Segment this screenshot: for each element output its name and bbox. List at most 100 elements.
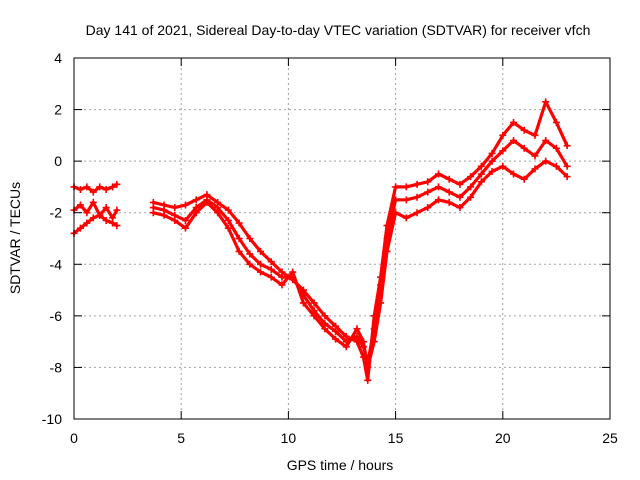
data-point-track-6 <box>257 268 265 276</box>
data-point-track-6 <box>456 204 464 212</box>
data-point-track-5 <box>520 144 528 152</box>
series-line-track-6 <box>151 159 569 369</box>
data-point-track-6 <box>377 299 385 307</box>
data-point-track-5 <box>267 265 275 273</box>
series-line-track-4 <box>151 100 569 382</box>
data-point-track-6 <box>510 170 518 178</box>
data-point-track-6 <box>235 247 243 255</box>
data-point-track-6 <box>278 281 286 289</box>
data-point-track-6 <box>383 247 391 255</box>
data-point-track-4 <box>413 180 421 188</box>
data-point-track-1 <box>76 186 84 194</box>
data-point-track-5 <box>413 193 421 201</box>
data-point-track-5 <box>477 170 485 178</box>
data-point-track-3 <box>109 219 117 227</box>
x-tick-label: 10 <box>281 430 297 446</box>
data-point-track-6 <box>499 162 507 170</box>
data-point-track-2 <box>89 198 97 206</box>
data-point-track-4 <box>424 178 432 186</box>
data-point-track-3 <box>83 219 91 227</box>
data-point-track-6 <box>434 196 442 204</box>
data-point-track-6 <box>267 273 275 281</box>
series-layer <box>70 98 571 384</box>
data-point-track-4 <box>257 247 265 255</box>
data-point-track-4 <box>181 201 189 209</box>
data-point-track-5 <box>510 137 518 145</box>
data-point-track-4 <box>310 299 318 307</box>
data-point-track-3 <box>89 214 97 222</box>
y-tick-label: 4 <box>54 50 62 66</box>
data-point-track-5 <box>488 157 496 165</box>
x-tick-label: 25 <box>602 430 618 446</box>
data-point-track-4 <box>235 219 243 227</box>
data-point-track-6 <box>359 338 367 346</box>
y-tick-label: 2 <box>54 102 62 118</box>
data-point-track-3 <box>113 222 121 230</box>
data-point-track-6 <box>424 204 432 212</box>
data-point-track-6 <box>445 198 453 206</box>
data-point-track-1 <box>113 180 121 188</box>
data-point-track-4 <box>510 118 518 126</box>
data-point-track-6 <box>181 224 189 232</box>
data-point-track-4 <box>499 131 507 139</box>
data-point-track-2 <box>83 209 91 217</box>
data-point-track-6 <box>353 325 361 333</box>
data-point-track-4 <box>456 180 464 188</box>
data-point-track-6 <box>289 268 297 276</box>
series-line-track-2 <box>72 200 119 220</box>
data-point-track-6 <box>392 209 400 217</box>
x-tick-label: 20 <box>495 430 511 446</box>
data-point-track-5 <box>257 260 265 268</box>
data-point-track-5 <box>563 162 571 170</box>
data-point-track-4 <box>542 98 550 106</box>
data-point-track-5 <box>278 273 286 281</box>
data-point-track-1 <box>96 183 104 191</box>
data-point-track-5 <box>332 327 340 335</box>
data-point-track-1 <box>89 188 97 196</box>
data-point-track-5 <box>392 196 400 204</box>
data-point-track-6 <box>364 363 372 371</box>
data-point-track-1 <box>109 183 117 191</box>
data-point-track-4 <box>402 183 410 191</box>
data-point-track-4 <box>488 149 496 157</box>
data-point-track-6 <box>488 167 496 175</box>
data-point-track-6 <box>542 157 550 165</box>
data-point-track-6 <box>563 173 571 181</box>
data-point-track-5 <box>542 137 550 145</box>
data-point-track-6 <box>310 312 318 320</box>
data-point-track-6 <box>531 165 539 173</box>
data-point-track-4 <box>267 258 275 266</box>
data-point-track-3 <box>102 216 110 224</box>
data-point-track-4 <box>552 118 560 126</box>
data-point-track-6 <box>467 193 475 201</box>
data-point-track-5 <box>402 196 410 204</box>
data-point-track-6 <box>332 335 340 343</box>
data-point-track-3 <box>76 224 84 232</box>
data-point-track-4 <box>531 131 539 139</box>
data-point-track-4 <box>321 312 329 320</box>
data-point-track-6 <box>203 198 211 206</box>
y-tick-label: -10 <box>42 411 62 427</box>
grid-layer <box>74 58 610 419</box>
data-point-track-5 <box>434 183 442 191</box>
y-tick-label: -6 <box>50 308 63 324</box>
data-point-track-6 <box>520 175 528 183</box>
data-point-track-4 <box>477 162 485 170</box>
data-point-track-5 <box>456 193 464 201</box>
plot-frame <box>73 57 611 420</box>
x-tick-label: 15 <box>388 430 404 446</box>
data-point-track-6 <box>160 211 168 219</box>
data-point-track-1 <box>102 186 110 194</box>
data-point-track-6 <box>149 209 157 217</box>
data-point-track-6 <box>477 178 485 186</box>
data-point-track-6 <box>192 209 200 217</box>
data-point-track-5 <box>531 152 539 160</box>
data-point-track-4 <box>467 173 475 181</box>
y-tick-label: -2 <box>50 205 63 221</box>
data-point-track-4 <box>445 175 453 183</box>
data-point-track-4 <box>224 206 232 214</box>
data-point-track-6 <box>402 214 410 222</box>
data-point-track-6 <box>342 343 350 351</box>
